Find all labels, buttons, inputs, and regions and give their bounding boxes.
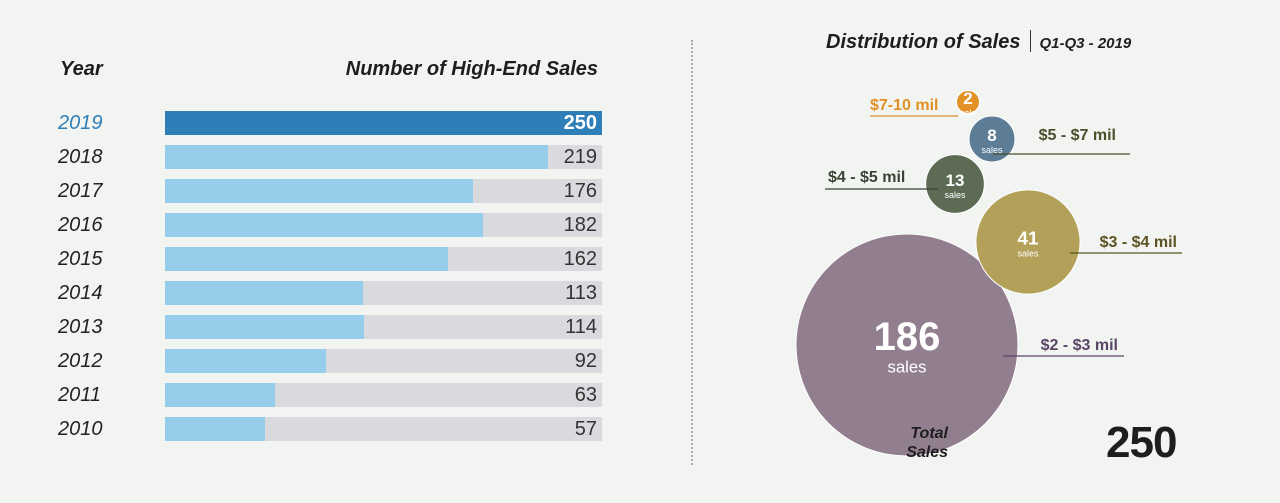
bubble-41: [975, 189, 1081, 295]
bar-value-label: 63: [574, 384, 597, 406]
bar: [165, 145, 548, 169]
bar-value-label: 176: [563, 180, 597, 202]
bar: [165, 349, 326, 373]
title-separator: [1030, 30, 1032, 52]
bar-row-2017: 2017 176: [55, 179, 605, 203]
bar-track: 57: [165, 417, 602, 441]
bar-row-2010: 2010 57: [55, 417, 605, 441]
year-label: 2017: [58, 180, 103, 202]
bar-track: 250: [165, 111, 602, 135]
bubble-value-label: 2: [963, 89, 972, 108]
category-label: $2 - $3 mil: [1041, 337, 1118, 354]
bar-track: 162: [165, 247, 602, 271]
year-label: 2011: [58, 384, 102, 406]
bar-row-2016: 2016 182: [55, 213, 605, 237]
bar: [165, 417, 265, 441]
bar: [165, 315, 365, 339]
bubble-unit-label: sales: [1017, 248, 1039, 258]
bar: [165, 111, 602, 135]
bubble-value-label: 41: [1018, 227, 1039, 248]
distribution-title-text: Distribution of Sales: [826, 31, 1021, 53]
bubble-8: [968, 115, 1016, 163]
bar-row-2014: 2014 113: [55, 281, 605, 305]
year-label: 2012: [58, 350, 103, 372]
bar-value-label: 219: [563, 146, 597, 168]
bar-row-2013: 2013 114: [55, 315, 605, 339]
total-sales-value: 250: [1106, 418, 1177, 467]
bar-value-label: 92: [574, 350, 597, 372]
bar-track: 63: [165, 383, 602, 407]
year-label: 2015: [58, 248, 103, 270]
bubble-unit-label: sales: [944, 190, 966, 200]
distribution-title: Distribution of Sales Q1-Q3 - 2019: [826, 30, 1131, 54]
bubble-unit-label: sale: [960, 108, 977, 118]
bar: [165, 247, 449, 271]
bubble-unit-label: sales: [888, 357, 927, 376]
year-label: 2010: [58, 418, 103, 440]
bar: [165, 383, 276, 407]
bar-row-2018: 2018 219: [55, 145, 605, 169]
bar-track: 182: [165, 213, 602, 237]
bar-row-2012: 2012 92: [55, 349, 605, 373]
distribution-subtitle: Q1-Q3 - 2019: [1039, 35, 1132, 52]
bar-value-label: 250: [563, 112, 597, 134]
category-label: $7-10 mil: [870, 97, 938, 114]
bar-track: 176: [165, 179, 602, 203]
bar-row-2015: 2015 162: [55, 247, 605, 271]
bar-value-label: 113: [565, 282, 597, 304]
year-label: 2016: [58, 214, 103, 236]
total-sales-label: Total Sales: [906, 425, 948, 461]
bar: [165, 213, 484, 237]
bar: [165, 281, 363, 305]
bubble-2: [955, 89, 981, 115]
year-label: 2014: [58, 282, 103, 304]
bar-track: 114: [165, 315, 602, 339]
bar-track: 113: [165, 281, 602, 305]
divider: [691, 40, 693, 465]
bar: [165, 179, 473, 203]
bar-track: 219: [165, 145, 602, 169]
bubble-value-label: 8: [987, 126, 996, 145]
bar-row-2019: 2019 250: [55, 111, 605, 135]
bar-value-label: 162: [563, 248, 597, 270]
category-label: $5 - $7 mil: [1039, 127, 1116, 144]
year-label: 2019: [58, 112, 103, 134]
bubble-value-label: 186: [874, 315, 941, 359]
year-label: 2018: [58, 146, 103, 168]
bar-track: 92: [165, 349, 602, 373]
bar-value-label: 57: [574, 418, 597, 440]
bubble-unit-label: sales: [981, 145, 1003, 155]
bar-value-label: 114: [565, 316, 597, 338]
category-label: $3 - $4 mil: [1100, 234, 1177, 251]
year-column-header: Year: [60, 58, 103, 80]
bar-row-2011: 2011 63: [55, 383, 605, 407]
bubble-value-label: 13: [946, 171, 965, 190]
bubble-186: [795, 233, 1019, 457]
sales-column-header: Number of High-End Sales: [345, 58, 598, 80]
bar-value-label: 182: [563, 214, 597, 236]
bubble-13: [925, 154, 985, 214]
category-label: $4 - $5 mil: [828, 169, 905, 186]
year-label: 2013: [58, 316, 103, 338]
